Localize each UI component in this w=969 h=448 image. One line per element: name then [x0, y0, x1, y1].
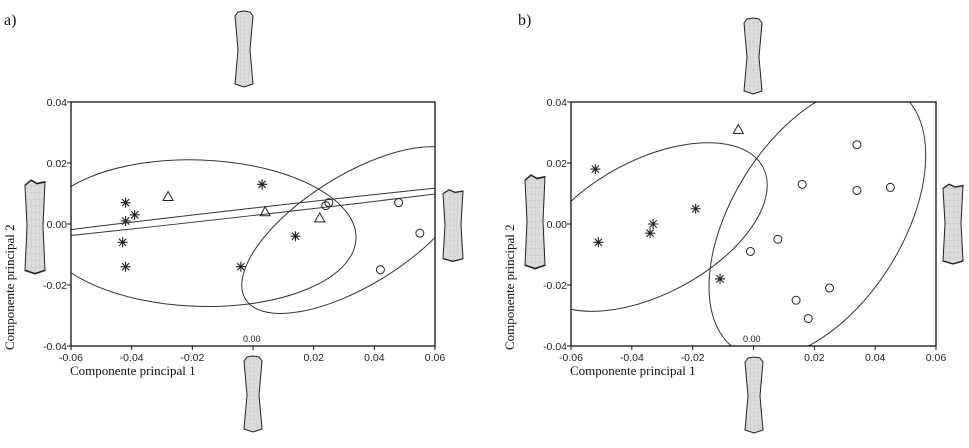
data-point-asterisk — [690, 203, 701, 214]
data-point-circle — [803, 314, 813, 324]
y-tick-label: -0.02 — [43, 280, 67, 292]
confidence-ellipse-triangle — [71, 176, 435, 247]
panel-b-ylabel: Componente principal 2 — [502, 224, 517, 350]
y-tick-label: -0.04 — [43, 341, 67, 353]
confidence-ellipse-asterisk — [571, 142, 768, 312]
confidence-ellipse-asterisk — [71, 159, 357, 308]
panel-b-origin-label: 0.00 — [743, 334, 761, 344]
y-tick-label: 0.00 — [47, 219, 68, 231]
data-point-asterisk — [290, 231, 301, 242]
shape-right-icon — [442, 189, 464, 262]
data-point-circle — [825, 283, 835, 293]
y-tick-label: 0.04 — [547, 97, 568, 109]
x-tick-label: -0.02 — [681, 352, 705, 364]
data-point-asterisk — [120, 197, 131, 208]
x-tick-label: -0.04 — [120, 352, 144, 364]
data-point-circle — [375, 265, 385, 275]
shape-left-icon — [24, 179, 46, 275]
data-point-asterisk — [120, 215, 131, 226]
data-point-circle — [791, 295, 801, 305]
data-point-triangle — [259, 205, 271, 217]
data-point-triangle — [732, 123, 745, 134]
panel-a-origin-label: 0.00 — [243, 334, 261, 344]
data-point-asterisk — [648, 219, 659, 229]
x-tick-label: 0.04 — [865, 352, 886, 364]
shape-bottom-icon — [243, 355, 263, 433]
data-point-circle — [415, 228, 425, 238]
shape-top-icon — [743, 17, 763, 95]
data-point-circle — [394, 198, 404, 208]
data-point-triangle — [162, 190, 174, 202]
panel-a-ylabel: Componente principal 2 — [2, 224, 17, 350]
y-tick-label: 0.02 — [47, 158, 68, 170]
x-tick-label: -0.04 — [620, 352, 644, 364]
data-point-circle — [321, 201, 331, 211]
data-point-circle — [852, 185, 862, 195]
x-tick-label: -0.06 — [59, 352, 83, 364]
x-tick-label: 0.06 — [926, 352, 947, 364]
data-point-circle — [773, 234, 783, 244]
data-point-asterisk — [590, 164, 601, 175]
data-point-asterisk — [235, 261, 246, 272]
y-tick-label: 0.02 — [547, 158, 568, 170]
data-point-asterisk — [129, 209, 140, 220]
x-tick-label: -0.06 — [559, 352, 583, 364]
confidence-ellipse-circle — [241, 146, 435, 314]
x-tick-label: -0.02 — [180, 352, 204, 364]
shape-top-icon — [234, 10, 254, 88]
panel-b: b) -0.06 -0.04 -0.02 0.02 0.04 0.06-0.04-0.02… — [502, 12, 964, 434]
confidence-ellipse-circle — [708, 102, 927, 346]
x-tick-label: 0.04 — [364, 352, 385, 364]
data-point-asterisk — [257, 179, 268, 190]
data-point-asterisk — [593, 237, 604, 248]
data-point-asterisk — [645, 228, 656, 239]
panel-a: a) -0.06 -0.04 -0.02 0.02 0.04 0.06-0.04-0.02… — [2, 10, 464, 433]
panel-a-plot-area: -0.06 -0.04 -0.02 0.02 0.04 0.06-0.04-0.020.0… — [43, 97, 446, 364]
panel-b-xlabel: Componente principal 1 — [570, 363, 696, 378]
data-point-circle — [852, 140, 862, 150]
y-tick-label: 0.00 — [547, 219, 568, 231]
shape-bottom-icon — [744, 356, 764, 434]
data-point-circle — [324, 198, 334, 208]
data-point-asterisk — [117, 237, 128, 248]
data-point-circle — [885, 182, 895, 192]
data-point-asterisk — [715, 273, 726, 284]
x-tick-label: 0.06 — [425, 352, 446, 364]
y-tick-label: -0.04 — [543, 341, 567, 353]
data-point-asterisk — [120, 261, 131, 272]
data-point-circle — [797, 179, 807, 189]
x-tick-label: 0.02 — [804, 352, 825, 364]
panel-b-plot-area: -0.06 -0.04 -0.02 0.02 0.04 0.06-0.04-0.020.0… — [543, 97, 947, 364]
panel-a-xlabel: Componente principal 1 — [70, 363, 196, 378]
x-tick-label: 0.02 — [303, 352, 324, 364]
panel-b-label: b) — [518, 12, 531, 29]
data-point-circle — [745, 246, 755, 256]
y-tick-label: -0.02 — [543, 280, 567, 292]
shape-left-icon — [524, 174, 546, 270]
shape-right-icon — [942, 183, 964, 265]
data-point-triangle — [313, 211, 326, 223]
y-tick-label: 0.04 — [47, 97, 68, 109]
panel-a-label: a) — [4, 12, 16, 29]
